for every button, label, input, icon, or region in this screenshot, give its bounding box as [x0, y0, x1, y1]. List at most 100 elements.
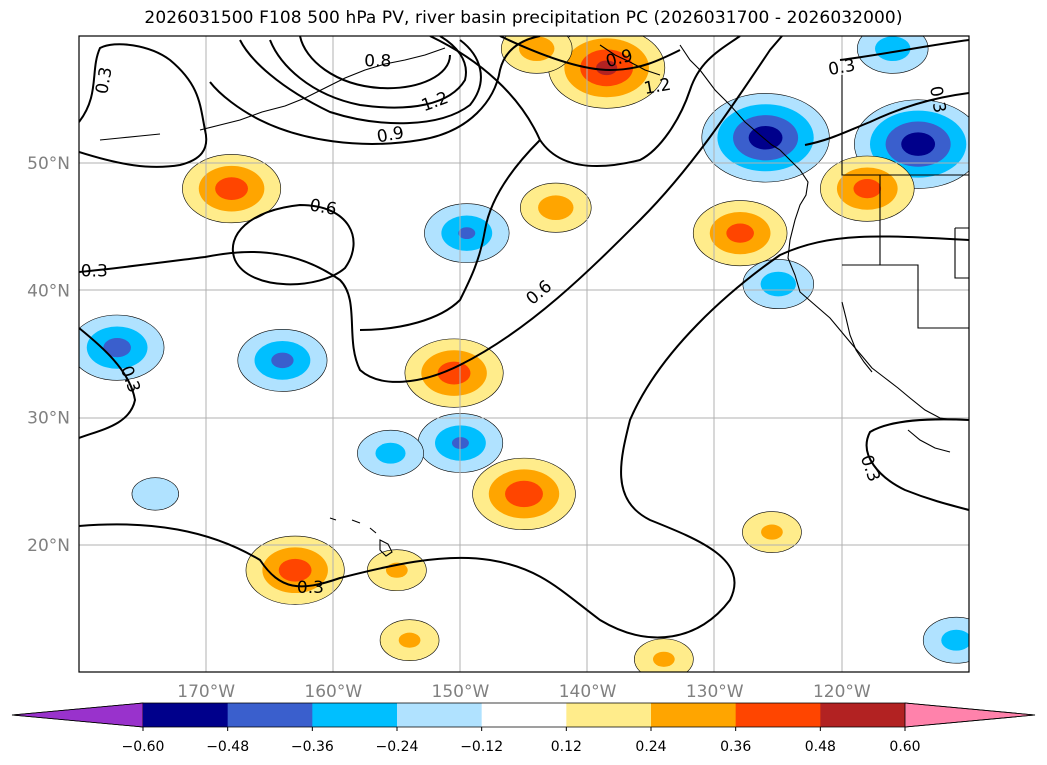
colorbar-segment: [651, 703, 737, 727]
contour-label: 0.3: [297, 578, 324, 598]
colorbar-tick-label: −0.48: [206, 739, 249, 755]
gridlines: [79, 36, 969, 672]
contour-label: 0.3: [925, 85, 949, 115]
anomaly-pos-21: [634, 638, 694, 672]
pv-contour-0.9-east: [429, 36, 741, 167]
anomaly-band: [458, 227, 476, 240]
pv-contour-0.6-outer: [209, 36, 541, 145]
contour-label: 0.6: [308, 196, 338, 220]
map-frame: [78, 35, 970, 673]
anomaly-band: [375, 442, 406, 464]
pv-contour-0.3-w: [79, 327, 137, 439]
pv-contour-0.3-main: [79, 235, 969, 639]
contour-label: 0.9: [375, 123, 405, 147]
pv-contour-1.2-low: [269, 36, 467, 109]
contour-label: 0.8: [364, 51, 391, 71]
anomaly-band: [131, 477, 179, 511]
anomaly-pos-8: [472, 457, 576, 531]
anomaly-band: [398, 632, 421, 648]
anomaly-band: [437, 361, 471, 385]
lat-tick-label: 50°N: [27, 154, 70, 174]
anomaly-band: [271, 352, 294, 369]
pv-contours: [79, 36, 969, 639]
contour-label: 1.2: [642, 75, 672, 99]
north-america-west-coast: [779, 149, 969, 421]
anomaly-band: [941, 629, 969, 651]
figure-title: 2026031500 F108 500 hPa PV, river basin …: [144, 8, 903, 28]
colorbar-tick-label: −0.12: [460, 739, 503, 755]
colorbar-tick-labels: −0.60 −0.48 −0.36 −0.24 −0.12 0.12 0.24 0.36 0.4…: [122, 727, 921, 755]
lon-tick-label: 130°W: [686, 682, 744, 702]
anomaly-band: [215, 177, 248, 201]
colorbar-tick-label: 0.48: [805, 739, 836, 755]
anomaly-neg-4: [79, 314, 165, 381]
latitude-labels: 50°N 40°N 30°N 20°N: [27, 154, 70, 556]
colorbar-tick-label: 0.60: [889, 739, 920, 755]
anomaly-pos-15: [548, 36, 666, 109]
aleutian-islands: [199, 47, 446, 131]
anomaly-neg-7: [357, 429, 424, 477]
anomaly-band: [726, 223, 754, 243]
pv-contour-0.3-ne: [804, 92, 969, 146]
anomaly-band: [596, 60, 618, 76]
map-content: 0.30.8 0.91.20.30.31.20.90.60.30.60.30.30…: [79, 36, 969, 672]
colorbar-tick-label: 0.12: [551, 739, 582, 755]
colorbar-tick-label: −0.60: [122, 739, 165, 755]
longitude-labels: 170°W 160°W 150°W 140°W 130°W 120°W: [177, 682, 871, 702]
lat-tick-label: 40°N: [27, 281, 70, 301]
colorbar-extend-max: [904, 702, 1036, 728]
anomaly-band: [505, 480, 543, 508]
colorbar-segment: [566, 703, 652, 727]
colorbar-tick-label: 0.36: [720, 739, 751, 755]
pv-contour-1.2-east: [499, 36, 681, 72]
pv-contour-0.6-mid: [359, 139, 541, 331]
anomaly-pos-20: [379, 619, 440, 662]
colorbar-segment: [312, 703, 398, 727]
anomaly-pos-0: [182, 154, 282, 224]
colorbar-segment: [397, 703, 483, 727]
lon-tick-label: 160°W: [304, 682, 362, 702]
lon-tick-label: 140°W: [559, 682, 617, 702]
anomaly-pos-19: [367, 549, 427, 592]
colorbar-tick-label: 0.24: [635, 739, 666, 755]
contour-label: 0.3: [92, 65, 116, 95]
anomaly-neg-22: [131, 477, 179, 511]
coastlines: [99, 44, 969, 557]
anomaly-neg-14: [742, 259, 815, 309]
state-borders: [842, 174, 969, 329]
anomaly-neg-11: [854, 99, 969, 189]
pv-contour-1.5-low: [299, 36, 451, 90]
aleutian-west: [99, 133, 161, 141]
anomaly-pos-13: [820, 155, 915, 222]
colorbar-segment: [735, 703, 821, 727]
alaska-panhandle-coast: [679, 44, 781, 151]
colorbar-segment: [143, 703, 229, 727]
anomaly-band: [652, 651, 675, 667]
anomaly-pos-2: [520, 182, 592, 233]
anomaly-neg-17: [857, 36, 929, 74]
anomaly-band: [278, 558, 312, 582]
anomaly-pos-18: [742, 511, 802, 553]
contour-label: 0.3: [81, 261, 108, 281]
hawaiian-islands: [329, 517, 393, 557]
anomaly-pos-12: [692, 200, 788, 267]
state-border-east: [954, 227, 969, 279]
lat-tick-label: 20°N: [27, 536, 70, 556]
anomaly-neg-10: [701, 93, 830, 183]
lat-tick-label: 30°N: [27, 409, 70, 429]
anomaly-pos-9: [245, 535, 345, 605]
anomaly-band: [761, 524, 783, 540]
lon-tick-label: 170°W: [177, 682, 235, 702]
baja-california: [841, 301, 873, 373]
anomaly-band: [103, 338, 131, 358]
contour-label: 0.3: [827, 56, 857, 80]
pv-contour-0.6: [79, 36, 783, 383]
anomaly-band: [875, 36, 911, 62]
lon-tick-label: 120°W: [813, 682, 871, 702]
colorbar-extend-min: [11, 702, 144, 728]
mexico-mainland-coast: [907, 429, 951, 453]
lon-tick-label: 150°W: [432, 682, 490, 702]
colorbar: [11, 702, 1036, 728]
pv-contour-0.3-mexico: [865, 418, 969, 511]
anomaly-band: [760, 271, 796, 297]
